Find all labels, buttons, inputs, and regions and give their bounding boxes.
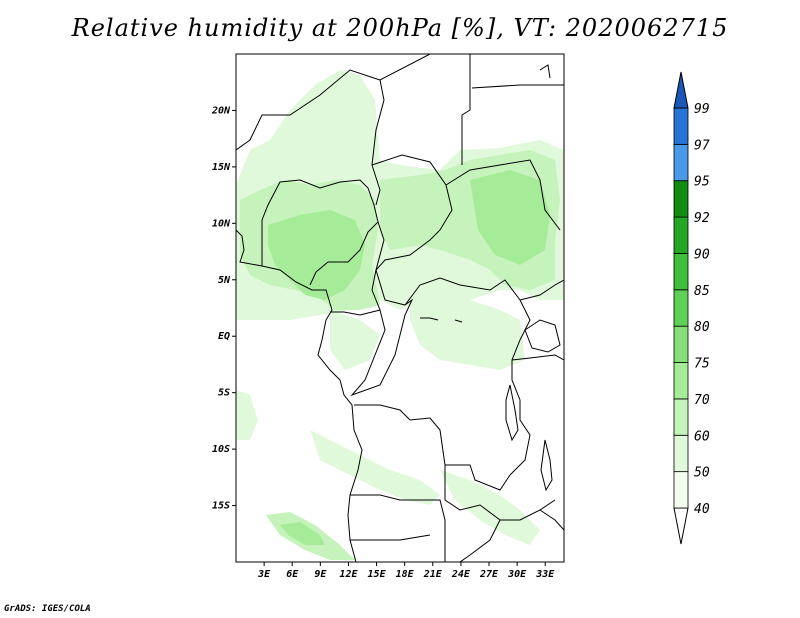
lon-tick-label: 27E — [479, 569, 499, 580]
shade-south-1 — [310, 430, 440, 505]
colorbar-swatch — [673, 143, 689, 182]
lake-tanganyika — [505, 384, 519, 442]
border-chad-sudan — [371, 154, 453, 271]
shade-sudan-core — [470, 170, 550, 265]
lon-tick-label: 21E — [423, 569, 443, 580]
humidity-shading — [236, 70, 564, 560]
border-angola-south — [350, 494, 446, 521]
colorbar: 40 50 60 70 75 80 85 90 92 95 97 99 — [673, 71, 710, 545]
colorbar-label: 85 — [694, 284, 710, 299]
lat-tick-label: 5N — [218, 275, 231, 286]
colorbar-label: 80 — [694, 320, 710, 335]
colorbar-swatch — [673, 362, 689, 400]
lat-tick-label: EQ — [218, 331, 230, 342]
colorbar-above-arrow — [673, 71, 689, 109]
colorbar-swatch — [673, 289, 689, 327]
lon-tick-label: 12E — [339, 569, 358, 580]
colorbar-swatch — [673, 180, 689, 218]
border-cameroon — [330, 221, 385, 316]
colorbar-swatch — [673, 325, 689, 363]
border-niger-chad — [236, 69, 385, 206]
map-title: Relative humidity at 200hPa [%], VT: 202… — [71, 14, 729, 42]
lat-tick-label: 20N — [211, 105, 231, 116]
colorbar-label: 95 — [694, 175, 710, 190]
border-libya-egypt — [379, 54, 471, 165]
colorbar-below-arrow — [673, 507, 689, 545]
colorbar-label: 99 — [694, 102, 710, 117]
credit-text: GrADS: IGES/COLA — [4, 604, 91, 614]
border-namibia — [350, 520, 446, 562]
shade-nigeria-core — [268, 210, 365, 300]
colorbar-label: 50 — [694, 466, 710, 481]
lon-tick-label: 33E — [535, 569, 555, 580]
colorbar-label: 92 — [694, 211, 710, 226]
shade-congo-patch — [410, 290, 525, 370]
lat-tick-label: 10N — [212, 218, 231, 229]
border-congo-drc — [350, 298, 414, 397]
colorbar-label: 75 — [694, 357, 710, 372]
lon-tick-label: 3E — [257, 569, 271, 580]
border-horn — [471, 64, 564, 89]
colorbar-swatch — [673, 253, 689, 291]
lake-malawi — [540, 439, 553, 492]
map-frame — [235, 53, 565, 563]
lon-tick-label: 9E — [314, 569, 327, 580]
lon-tick-label: 30E — [507, 569, 527, 580]
lon-tick-label: 24E — [451, 569, 471, 580]
shade-south-2 — [440, 470, 540, 545]
lat-tick-label: 15N — [212, 162, 231, 173]
colorbar-swatch — [673, 107, 689, 145]
colorbar-label: 60 — [694, 429, 710, 444]
lon-tick-label: 15E — [368, 569, 387, 580]
border-zambia — [444, 465, 556, 521]
coastline-west — [236, 229, 363, 562]
lat-tick-label: 15S — [212, 501, 230, 512]
shade-gabon — [330, 310, 380, 370]
country-borders — [236, 54, 564, 562]
colorbar-label: 40 — [694, 502, 710, 517]
colorbar-swatch — [673, 216, 689, 254]
shade-sw-ocean-core — [280, 522, 325, 545]
river-congo — [420, 317, 463, 323]
border-car — [375, 269, 521, 306]
border-angola — [354, 404, 511, 491]
colorbar-label: 90 — [694, 247, 710, 262]
colorbar-swatch — [673, 398, 689, 436]
lat-tick-label: 10S — [212, 444, 230, 455]
border-southeast — [459, 509, 564, 562]
shade-atlantic — [236, 390, 258, 440]
lake-victoria — [524, 319, 561, 353]
colorbar-label: 97 — [694, 138, 710, 153]
border-sudan-east — [445, 159, 561, 231]
border-east-africa — [511, 279, 564, 361]
lat-tick-label: 5S — [218, 388, 230, 399]
latitude-axis: 20N 15N 10N 5N EQ 5S 10S 15S — [211, 105, 236, 512]
border-nigeria — [261, 179, 379, 286]
longitude-axis: 3E 6E 9E 12E 15E 18E 21E 24E 27E 30E 33E — [257, 562, 555, 580]
lon-tick-label: 6E — [286, 569, 299, 580]
colorbar-swatch — [673, 471, 689, 509]
colorbar-label: 70 — [694, 393, 710, 408]
colorbar-swatch — [673, 434, 689, 473]
lon-tick-label: 18E — [396, 569, 415, 580]
